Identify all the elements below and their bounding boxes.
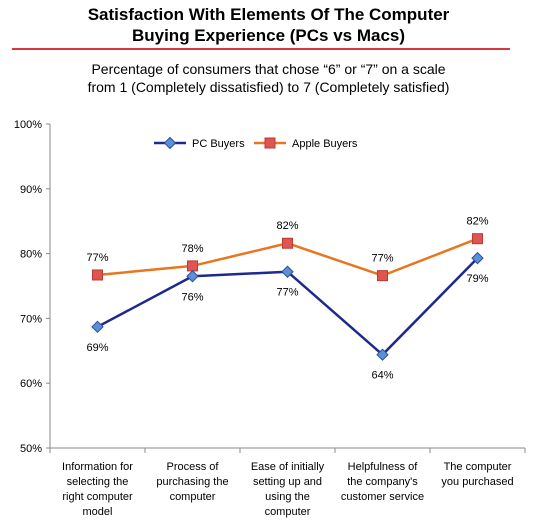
x-category-label: The computer	[444, 461, 512, 473]
chart-title: Satisfaction With Elements Of The Comput…	[0, 4, 537, 46]
chart-subtitle: Percentage of consumers that chose “6” o…	[0, 60, 537, 96]
series-point-pc	[376, 348, 389, 361]
x-category-label: model	[83, 506, 113, 518]
data-label-pc: 64%	[371, 370, 393, 382]
chart-subtitle-line-1: Percentage of consumers that chose “6” o…	[91, 61, 446, 77]
x-category-label: using the	[265, 491, 310, 503]
data-label-apple: 77%	[86, 252, 108, 264]
y-tick-label: 70%	[20, 313, 42, 325]
x-category-label: computer	[265, 506, 311, 518]
legend-marker-pc	[163, 136, 177, 150]
legend-label-apple: Apple Buyers	[292, 138, 358, 150]
y-tick-label: 100%	[14, 119, 42, 131]
series-point-pc	[91, 320, 104, 334]
data-label-apple: 82%	[276, 220, 298, 232]
series-point-pc	[186, 270, 199, 283]
data-label-apple: 82%	[466, 216, 488, 228]
series-point-pc	[281, 265, 294, 278]
series-point-apple	[282, 237, 293, 249]
x-category-label: Information for	[62, 461, 133, 473]
series-point-apple	[92, 269, 103, 281]
data-label-pc: 79%	[466, 273, 488, 285]
data-label-pc: 76%	[181, 291, 203, 303]
legend-label-pc: PC Buyers	[192, 138, 245, 150]
series-point-apple	[472, 233, 483, 245]
data-label-apple: 77%	[371, 253, 393, 265]
title-divider	[12, 48, 510, 50]
x-category-label: customer service	[341, 491, 424, 503]
series-point-apple	[377, 270, 388, 282]
legend-marker-apple	[264, 137, 276, 149]
x-category-label: Ease of initially	[251, 461, 325, 473]
x-category-label: the company's	[347, 476, 418, 488]
y-tick-label: 80%	[20, 249, 42, 261]
data-label-apple: 78%	[181, 243, 203, 255]
chart-subtitle-line-2: from 1 (Completely dissatisfied) to 7 (C…	[87, 79, 450, 95]
x-category-label: right computer	[62, 491, 133, 503]
x-category-label: Process of	[167, 461, 220, 473]
y-tick-label: 90%	[20, 184, 42, 196]
chart-title-line-1: Satisfaction With Elements Of The Comput…	[87, 5, 450, 24]
x-category-label: setting up and	[253, 476, 322, 488]
x-category-label: computer	[170, 491, 216, 503]
series-point-apple	[187, 260, 198, 272]
y-tick-label: 50%	[20, 443, 42, 455]
x-category-label: selecting the	[67, 476, 129, 488]
x-category-label: purchasing the	[156, 476, 228, 488]
data-label-pc: 77%	[276, 287, 298, 299]
x-category-label: you purchased	[441, 476, 513, 488]
chart-title-line-2: Buying Experience (PCs vs Macs)	[131, 26, 406, 45]
x-category-label: Helpfulness of	[348, 461, 419, 473]
y-tick-label: 60%	[20, 378, 42, 390]
series-point-pc	[471, 251, 484, 265]
data-label-pc: 69%	[86, 342, 108, 354]
